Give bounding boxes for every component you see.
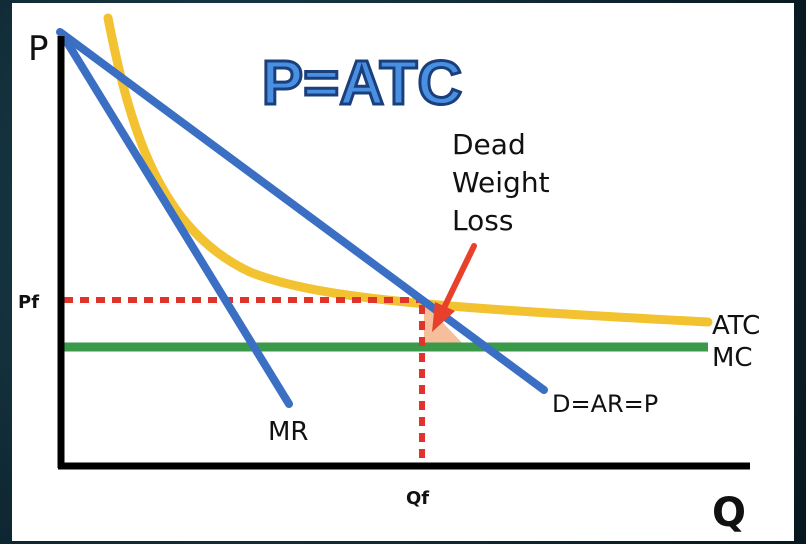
- quantity-tick-label: Qf: [406, 488, 429, 509]
- atc-curve: [103, 13, 713, 327]
- y-axis-label: P: [28, 29, 49, 69]
- demand-label: D=AR=P: [552, 390, 658, 418]
- dwl-label-line2: Weight: [452, 166, 550, 199]
- mr-curve: [58, 30, 293, 408]
- x-axis-label: Q: [712, 490, 746, 536]
- mc-label: MC: [712, 343, 753, 373]
- demand-curve: [56, 28, 548, 394]
- mr-label: MR: [268, 417, 309, 447]
- atc-label: ATC: [712, 311, 760, 341]
- price-tick-label: Pf: [18, 292, 39, 313]
- diagram-title: P=ATC: [262, 49, 462, 118]
- arrow-icon: [432, 243, 477, 332]
- dwl-label-line1: Dead: [452, 128, 526, 161]
- dwl-label-line3: Loss: [452, 204, 513, 237]
